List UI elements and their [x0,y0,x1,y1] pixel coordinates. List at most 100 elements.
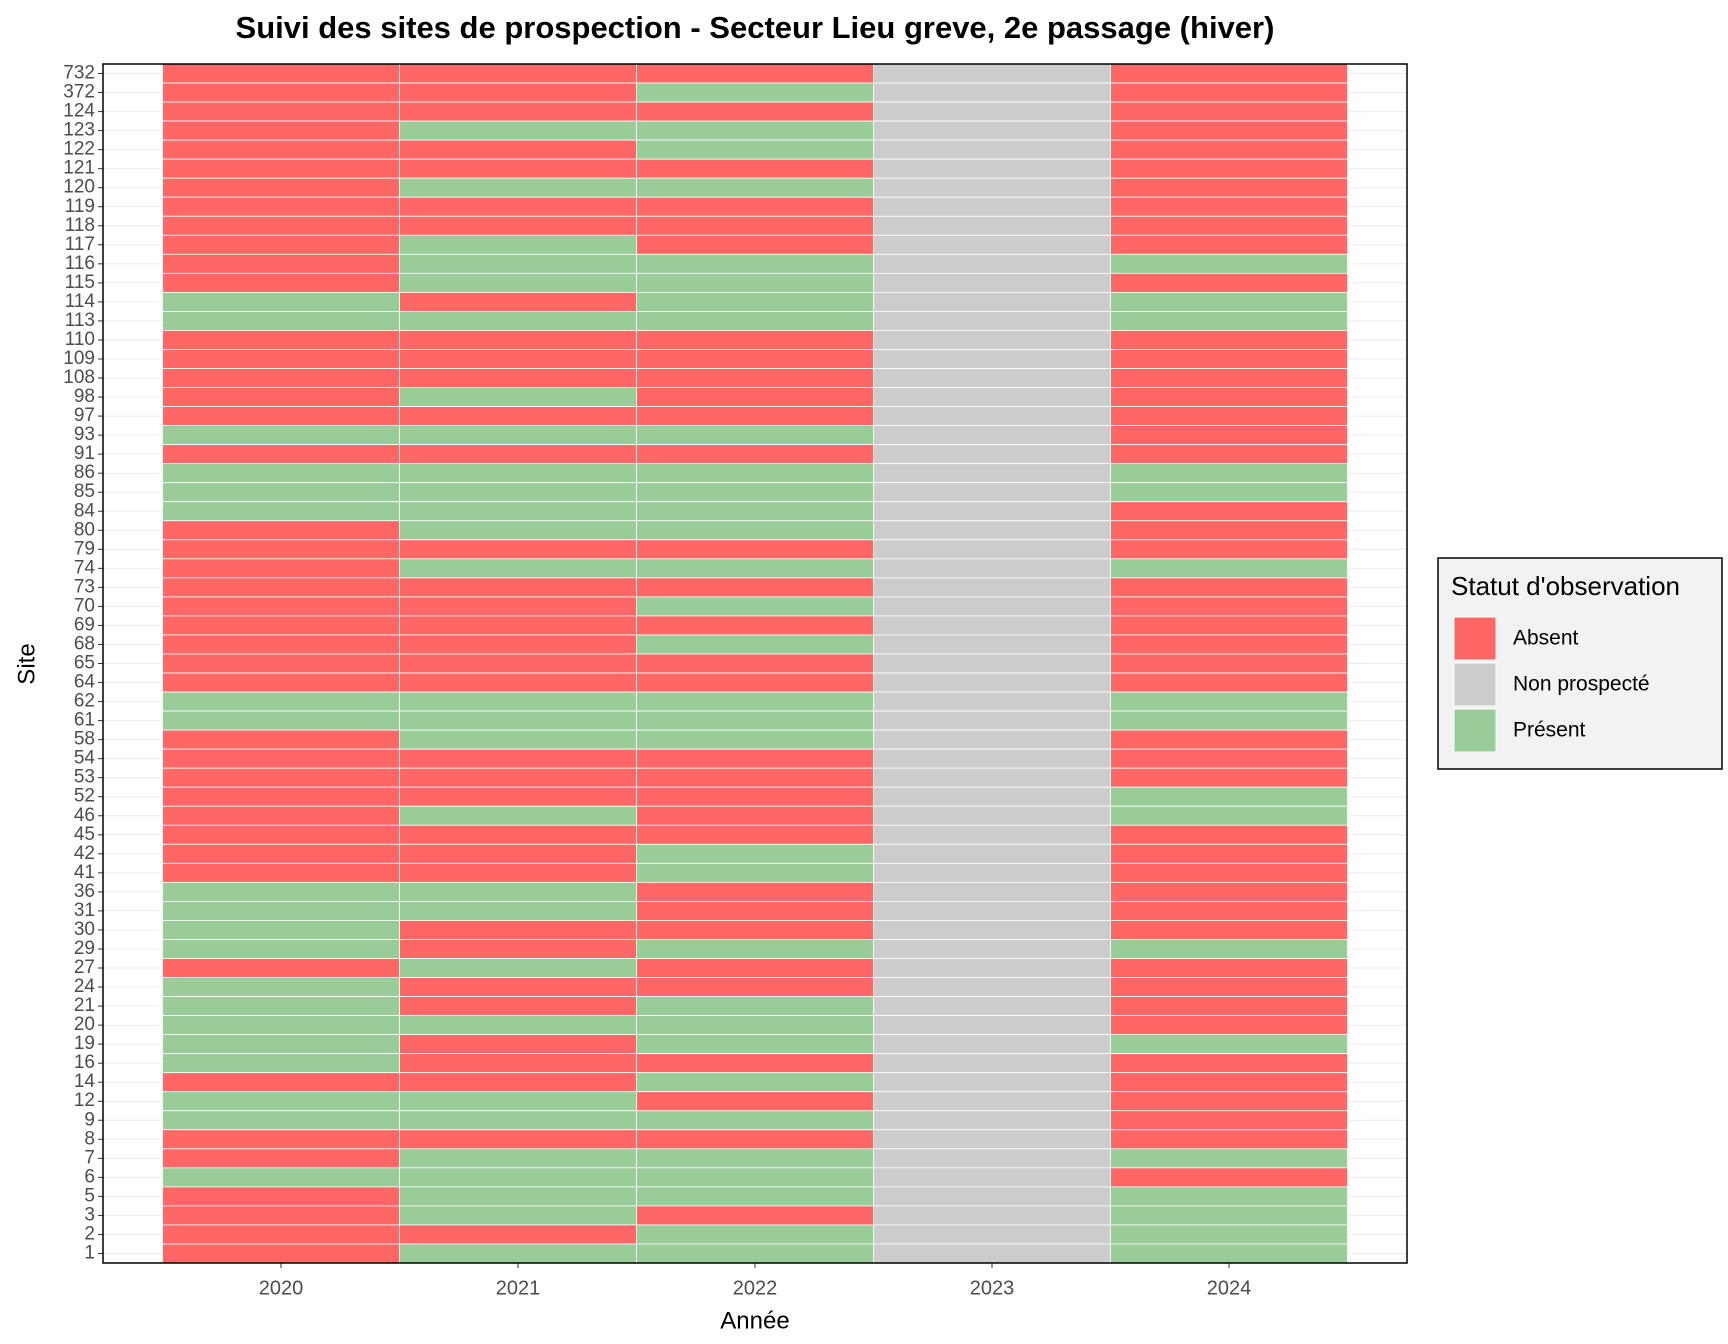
cell [1110,349,1348,369]
cell [399,120,637,141]
cell [1110,900,1348,921]
cell [636,482,874,503]
y-tick-label: 8 [84,1128,95,1149]
cell [636,291,874,312]
y-tick-label: 117 [65,234,95,255]
cell [1110,977,1348,997]
cell [636,158,874,179]
cell [1110,1110,1348,1131]
cell [399,710,637,731]
cell [399,272,637,293]
cell [1110,1167,1348,1188]
chart-title: Suivi des sites de prospection - Secteur… [236,10,1275,45]
cell [162,710,400,731]
cell [1110,1224,1348,1245]
y-tick-label: 12 [74,1090,95,1111]
cell [1110,101,1348,122]
cell [873,63,1111,84]
cell [1110,1186,1348,1207]
cell [399,1091,637,1112]
y-tick-label: 42 [74,843,95,864]
cell [399,824,637,845]
cell [162,520,400,541]
y-tick-label: 62 [74,691,95,712]
cell [873,691,1111,712]
cell [1110,767,1348,788]
cell [873,958,1111,978]
cell [399,406,637,427]
cell [399,1243,637,1264]
cell [399,177,637,198]
y-tick-label: 110 [65,329,95,350]
cell [873,406,1111,427]
y-tick-label: 86 [74,462,95,483]
y-tick-label: 19 [74,1033,95,1054]
cell [636,1186,874,1207]
cell [1110,253,1348,274]
cell [399,634,637,655]
y-tick-label: 93 [74,424,95,445]
cell [873,1015,1111,1036]
cell [399,1129,637,1150]
cell [636,311,874,331]
y-tick-label: 116 [65,253,95,274]
cell [162,691,400,712]
cell [162,900,400,921]
cell [399,482,637,503]
panel-border [102,63,1408,1264]
cell [873,139,1111,160]
cell [636,82,874,103]
cell [636,406,874,427]
cell [1110,710,1348,731]
cell [1110,139,1348,160]
cell [399,958,637,978]
cell [636,1243,874,1264]
cell [873,215,1111,236]
cell [636,824,874,845]
cell [399,996,637,1016]
cell [399,1167,637,1188]
cell [1110,1072,1348,1093]
cell [873,939,1111,959]
y-tick-label: 84 [74,500,96,521]
cell [1110,520,1348,541]
cell [636,101,874,122]
cell [636,215,874,236]
cell [1110,558,1348,579]
cell [636,272,874,293]
cell [1110,177,1348,198]
cell [1110,406,1348,427]
cell [162,1205,400,1226]
cell [399,291,637,312]
cell [873,349,1111,369]
cell [399,805,637,826]
cell [873,996,1111,1016]
y-tick-label: 69 [74,614,95,635]
cell [1110,330,1348,350]
cell [873,234,1111,255]
cell [873,1224,1111,1245]
cell [399,1186,637,1207]
cell [162,1186,400,1207]
y-tick-label: 122 [63,139,95,160]
cell [1110,82,1348,103]
cell [399,311,637,331]
cell [399,729,637,750]
cell [1110,577,1348,598]
cell [636,368,874,388]
cell [399,1072,637,1093]
y-tick-label: 6 [84,1166,95,1187]
cell [162,1110,400,1131]
cell [873,1186,1111,1207]
cell [636,939,874,959]
y-tick-label: 108 [63,367,95,388]
cell [636,330,874,350]
y-tick-label: 41 [74,862,95,883]
cell [162,291,400,312]
cell [399,900,637,921]
x-tick-label: 2023 [970,1277,1015,1299]
y-tick-label: 115 [65,272,95,293]
cell [873,1148,1111,1169]
cell [162,958,400,978]
cell [162,349,400,369]
